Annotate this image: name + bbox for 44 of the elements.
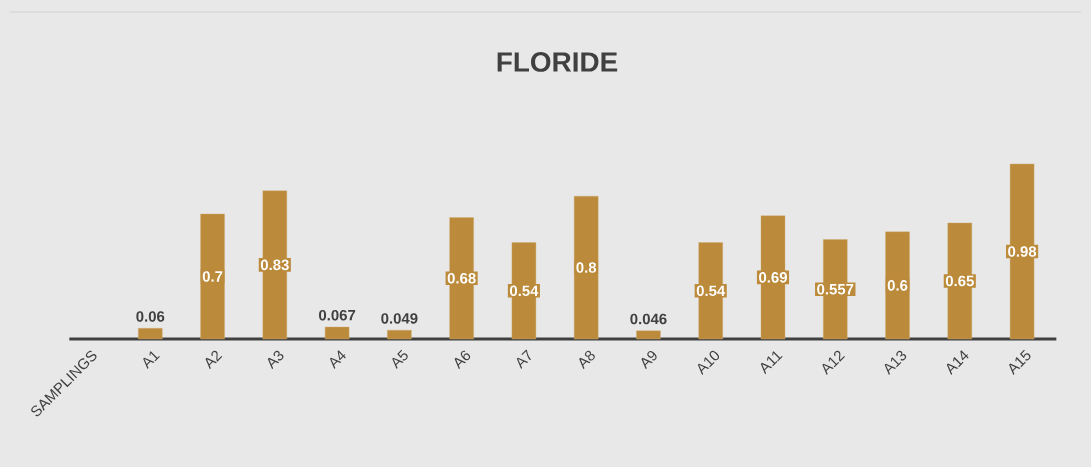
bar (449, 217, 474, 340)
bar (200, 213, 225, 340)
bar (324, 326, 350, 340)
bar (573, 195, 599, 340)
chart-title: FLORIDE (497, 52, 618, 72)
data-label: 0.54 (509, 285, 539, 297)
x-tick-label: A9 (641, 350, 657, 370)
x-tick-label: A12 (822, 350, 845, 376)
data-label: 0.65 (945, 275, 974, 287)
x-tick-label: A5 (392, 349, 408, 370)
x-tick-label: A8 (579, 350, 595, 370)
data-label: 0.6 (887, 280, 908, 291)
data-label: 0.54 (696, 285, 726, 297)
data-label: 0.98 (1008, 246, 1037, 257)
bar (138, 328, 163, 340)
x-tick-label: A6 (454, 350, 471, 370)
bar (511, 242, 537, 340)
x-tick-label: A1 (143, 351, 160, 370)
data-label: 0.8 (576, 262, 597, 273)
data-label: 0.68 (447, 272, 476, 284)
x-tick-label: A11 (760, 351, 783, 375)
x-tick-label: A3 (267, 350, 284, 370)
data-label: 0.83 (260, 259, 289, 271)
data-label: 0.557 (817, 283, 854, 295)
bar (387, 330, 412, 340)
bar (262, 190, 288, 340)
data-label: 0.046 (630, 313, 667, 325)
x-tick-label: A13 (884, 350, 907, 376)
x-tick-label: A7 (516, 349, 531, 370)
bar (885, 231, 910, 340)
data-label: 0.7 (202, 271, 223, 282)
x-tick-label: A2 (205, 350, 223, 370)
bar (636, 330, 661, 340)
data-label: 0.06 (136, 311, 165, 322)
bar (947, 222, 973, 340)
bar (760, 215, 786, 340)
data-label: 0.69 (759, 272, 787, 283)
x-tick-label: A14 (946, 350, 969, 375)
bar (1009, 163, 1035, 340)
x-tick-label: A4 (329, 350, 346, 370)
data-label: 0.067 (318, 309, 356, 321)
x-tick-label: A15 (1009, 349, 1031, 375)
data-label: 0.049 (381, 313, 418, 324)
x-tick-label: A10 (697, 350, 720, 376)
